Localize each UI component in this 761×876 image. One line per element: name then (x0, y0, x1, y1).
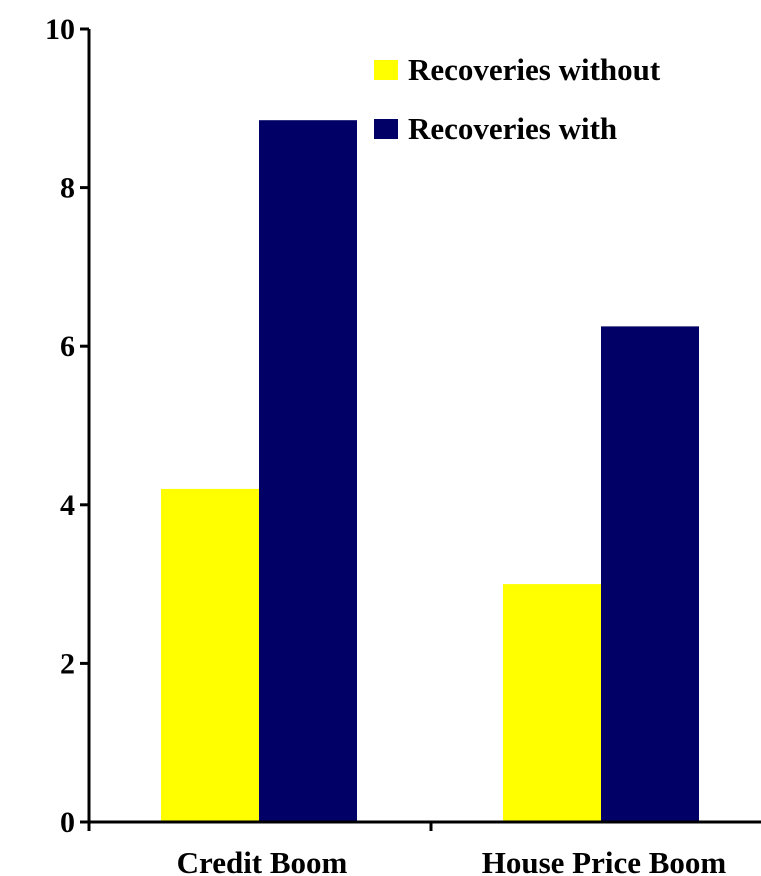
x-category-label: Credit Boom (177, 845, 348, 876)
bar-recoveries-with (601, 326, 699, 822)
legend-swatch (374, 119, 398, 139)
y-tick-label: 4 (60, 489, 75, 522)
y-tick-label: 8 (60, 172, 75, 205)
y-tick-label: 2 (60, 647, 75, 680)
legend-swatch (374, 60, 398, 80)
x-axis-ticks: Credit Boom House Price Boom (87, 822, 727, 876)
bar-recoveries-without (161, 488, 259, 822)
y-tick-label: 10 (45, 13, 75, 46)
y-axis-ticks: 0 2 4 6 8 10 (45, 13, 89, 839)
bars-group (161, 120, 699, 822)
y-tick-label: 6 (60, 330, 75, 363)
legend-label: Recoveries with (408, 111, 617, 146)
legend: Recoveries without Recoveries with (374, 52, 661, 146)
y-tick-label: 0 (60, 806, 75, 839)
bar-recoveries-with (259, 120, 357, 822)
bar-recoveries-without (503, 584, 601, 822)
legend-label: Recoveries without (408, 52, 661, 87)
x-category-label: House Price Boom (482, 845, 727, 876)
